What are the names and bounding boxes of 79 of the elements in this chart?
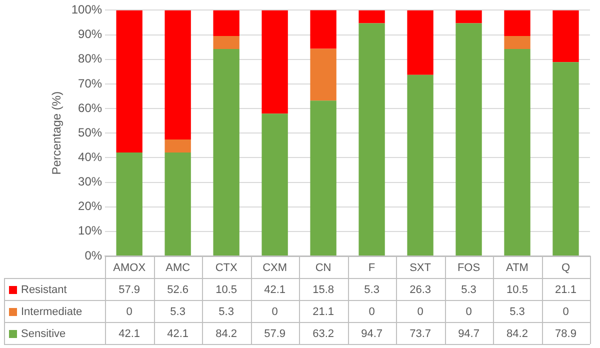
data-label: 42.1: [264, 284, 286, 296]
data-label: 5.3: [461, 284, 476, 296]
data-label: 21.1: [312, 306, 334, 318]
bar: [213, 49, 240, 256]
bar: [504, 49, 530, 256]
y-tick-label: 100%: [71, 2, 102, 17]
bar: [358, 10, 385, 24]
data-label: 5.3: [510, 306, 525, 318]
bar: [116, 10, 142, 153]
y-axis-title: Percentage (%): [50, 91, 64, 175]
bar: [164, 152, 191, 256]
y-tick-label: 70%: [78, 76, 102, 90]
y-tick-label: 60%: [78, 100, 102, 115]
x-tick-label: Q: [561, 262, 570, 274]
data-label: 63.2: [312, 328, 334, 340]
x-tick-label: ATM: [506, 262, 528, 274]
x-tick-label: SXT: [410, 262, 432, 274]
bar: [407, 74, 434, 256]
bar: [213, 36, 240, 50]
legend-label: Resistant: [21, 284, 67, 296]
y-tick-label: 20%: [78, 199, 102, 214]
data-label: 73.7: [410, 328, 431, 340]
bar: [407, 10, 434, 75]
y-tick-label: 0%: [84, 248, 102, 262]
y-tick-label: 50%: [78, 125, 102, 140]
legend-label: Sensitive: [21, 328, 66, 340]
bar: [164, 10, 191, 140]
bar: [456, 23, 482, 256]
y-tick-label: 90%: [78, 27, 102, 42]
data-label: 94.7: [458, 328, 480, 340]
y-tick-label: 10%: [78, 224, 102, 238]
data-label: 5.3: [218, 306, 234, 318]
x-tick-label: CXM: [262, 262, 288, 274]
data-label: 10.5: [506, 284, 528, 296]
bar: [164, 139, 191, 153]
x-tick-label: AMC: [166, 262, 190, 274]
bar: [310, 10, 336, 49]
data-label: 10.5: [216, 284, 238, 296]
data-label: 0: [466, 306, 472, 318]
bar: [116, 152, 142, 256]
data-label: 57.9: [264, 328, 286, 340]
bar: [213, 10, 240, 36]
y-tick-label: 40%: [78, 150, 102, 164]
data-label: 0: [126, 306, 132, 318]
x-tick-label: CN: [315, 262, 332, 274]
data-label: 26.3: [410, 284, 431, 296]
bar: [310, 48, 336, 101]
data-label: 94.7: [361, 328, 382, 340]
bar: [358, 23, 385, 256]
x-tick-label: CTX: [215, 262, 238, 274]
bar: [504, 10, 530, 36]
x-tick-label: FOS: [457, 262, 480, 274]
x-tick-label: AMOX: [113, 262, 146, 274]
data-label: 78.9: [555, 328, 576, 340]
data-label: 0: [417, 306, 424, 318]
data-label: 0: [272, 306, 278, 318]
bar: [262, 114, 288, 256]
y-tick-label: 30%: [78, 174, 102, 189]
data-label: 42.1: [167, 328, 189, 340]
bar: [456, 10, 482, 24]
data-label: 21.1: [555, 284, 576, 296]
bar: [552, 62, 579, 256]
data-label: 52.6: [167, 284, 189, 296]
bar: [262, 10, 288, 114]
bar: [552, 10, 579, 62]
data-label: 0: [368, 306, 375, 318]
legend-label: Intermediate: [21, 306, 82, 318]
data-label: 5.3: [170, 306, 186, 318]
bar: [310, 100, 336, 256]
data-label: 0: [562, 306, 569, 318]
y-tick-label: 80%: [78, 52, 102, 66]
data-label: 15.8: [312, 284, 334, 296]
data-label: 57.9: [118, 284, 140, 296]
data-label: 84.2: [216, 328, 238, 340]
bar: [504, 36, 530, 50]
x-tick-label: F: [368, 262, 376, 274]
data-label: 84.2: [506, 328, 528, 340]
data-label: 42.1: [118, 328, 140, 340]
data-label: 5.3: [364, 284, 380, 296]
